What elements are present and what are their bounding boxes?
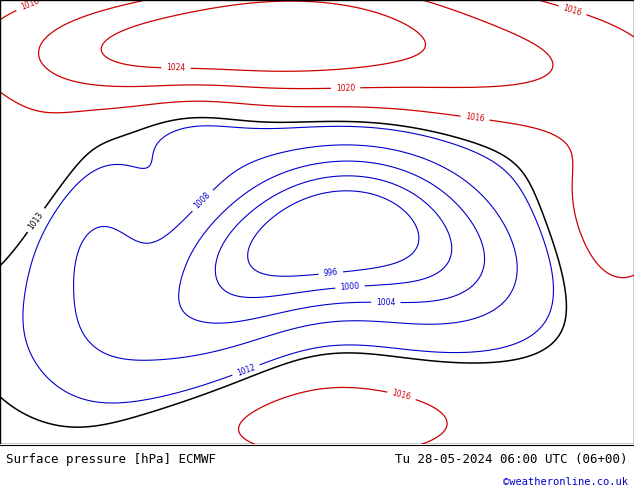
Text: 1020: 1020 xyxy=(336,83,355,93)
Text: 1000: 1000 xyxy=(340,282,360,292)
Text: 1016: 1016 xyxy=(562,3,583,17)
Text: 1024: 1024 xyxy=(166,63,186,73)
Text: ©weatheronline.co.uk: ©weatheronline.co.uk xyxy=(503,477,628,487)
Text: 1016: 1016 xyxy=(391,389,412,402)
Text: 1004: 1004 xyxy=(376,298,396,307)
Text: Tu 28-05-2024 06:00 UTC (06+00): Tu 28-05-2024 06:00 UTC (06+00) xyxy=(395,452,628,466)
Text: 996: 996 xyxy=(323,268,339,278)
Text: 1016: 1016 xyxy=(465,112,485,124)
Text: 1016: 1016 xyxy=(19,0,41,12)
Text: 1008: 1008 xyxy=(193,191,212,211)
Text: 1012: 1012 xyxy=(235,363,257,378)
Text: Surface pressure [hPa] ECMWF: Surface pressure [hPa] ECMWF xyxy=(6,452,216,466)
Text: 1013: 1013 xyxy=(27,210,45,231)
